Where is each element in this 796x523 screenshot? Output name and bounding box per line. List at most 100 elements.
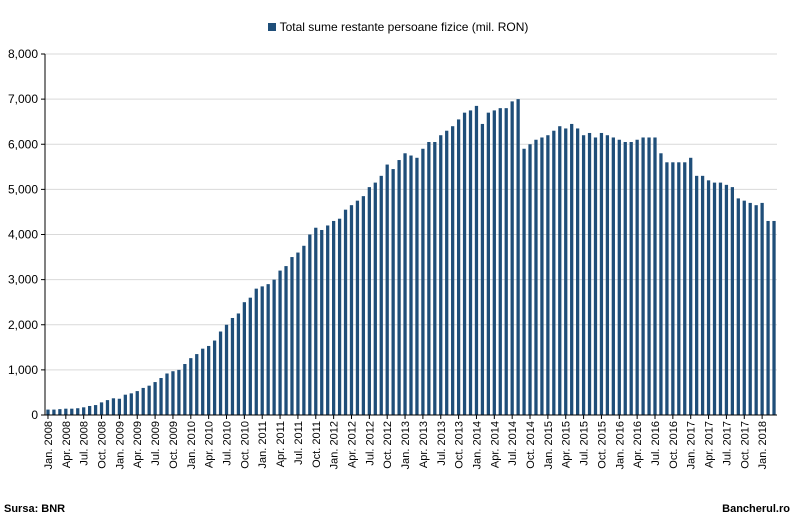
x-tick-label: Apr. 2016 [632,421,644,468]
bar [623,141,627,416]
bar [552,130,556,415]
bar [314,227,318,415]
bar [82,407,86,415]
bar [129,393,133,415]
x-tick-label: Oct. 2008 [97,421,109,469]
x-tick-label: Oct. 2013 [454,421,466,469]
bar [236,313,241,415]
x-tick-label: Apr. 2014 [489,421,501,468]
bar [689,157,693,416]
x-tick-label: Apr. 2017 [704,421,716,468]
bar [700,175,705,415]
bar [201,348,205,415]
bar [629,141,633,416]
bar [70,408,74,415]
x-tick-label: Jul. 2012 [364,421,376,466]
bar [105,400,110,415]
bar [403,153,407,415]
bar [218,331,223,415]
bar [165,373,169,415]
bar [593,137,598,416]
bar [123,394,127,415]
bar [159,378,163,415]
y-tick-label: 0 [31,408,38,422]
x-tick-label: Jul. 2017 [721,421,733,466]
x-tick-label: Jul. 2011 [293,421,305,465]
bar [558,126,562,415]
bar [46,409,50,415]
bar [254,288,258,415]
bar [445,130,449,415]
bar [635,139,639,416]
x-tick-label: Oct. 2015 [596,421,608,469]
bar [332,220,336,415]
bar [248,297,252,415]
bar [695,175,699,415]
x-tick-label: Jan. 2016 [614,421,626,469]
x-tick-label: Oct. 2016 [668,421,680,469]
bar [183,364,187,415]
bar [587,132,592,415]
bar [742,200,746,415]
bar [141,387,145,415]
bar [260,286,264,415]
x-tick-label: Apr. 2011 [275,421,287,467]
bar [320,229,324,415]
bar [570,123,574,415]
bar [290,257,294,415]
bar [427,141,431,416]
bar [117,398,122,415]
bar [468,110,473,415]
x-tick-label: Oct. 2014 [525,421,537,469]
bar [730,187,734,415]
legend-label: Total sume restante persoane fizice (mil… [279,20,529,34]
x-tick-label: Jul. 2008 [79,421,91,466]
bar [207,345,211,415]
x-tick-label: Jul. 2013 [436,421,448,466]
x-tick-label: Oct. 2012 [382,421,394,469]
bar [177,369,181,416]
bar [224,324,229,415]
bar [760,202,764,415]
x-tick-label: Apr. 2009 [132,421,144,468]
x-tick-label: Jul. 2015 [579,421,591,466]
x-tick-label: Apr. 2015 [561,421,573,468]
x-tick-label: Apr. 2010 [204,421,216,468]
bar [647,137,651,416]
x-tick-label: Jan. 2014 [471,421,483,469]
bar [677,162,681,415]
x-tick-label: Jul. 2009 [150,421,162,466]
bar [671,162,675,415]
bar [659,153,663,415]
bar [135,391,139,415]
x-tick-label: Jan. 2012 [329,421,341,469]
x-tick-label: Apr. 2013 [418,421,430,468]
bar [510,101,514,415]
x-tick-label: Oct. 2009 [168,421,180,469]
bar [480,123,485,415]
bar [534,139,538,416]
bar [52,409,56,415]
bar [195,354,199,415]
bar [272,279,276,416]
bar [492,110,496,415]
bar [665,162,669,415]
legend: Total sume restante persoane fizice (mil… [0,20,796,34]
bar [58,409,62,415]
x-tick-label: Apr. 2012 [346,421,358,468]
bar [284,266,288,415]
x-tick-label: Jan. 2015 [543,421,555,469]
x-tick-label: Jan. 2009 [114,421,126,469]
bar [308,234,312,415]
bar [397,160,401,415]
x-tick-label: Jul. 2016 [650,421,662,466]
bar [718,182,723,415]
bar [349,205,354,415]
bar [93,405,98,415]
bar [373,182,377,415]
bar [326,225,330,415]
brand-label: Bancherul.ro [722,503,790,515]
bar [171,371,175,415]
bar [415,157,419,416]
